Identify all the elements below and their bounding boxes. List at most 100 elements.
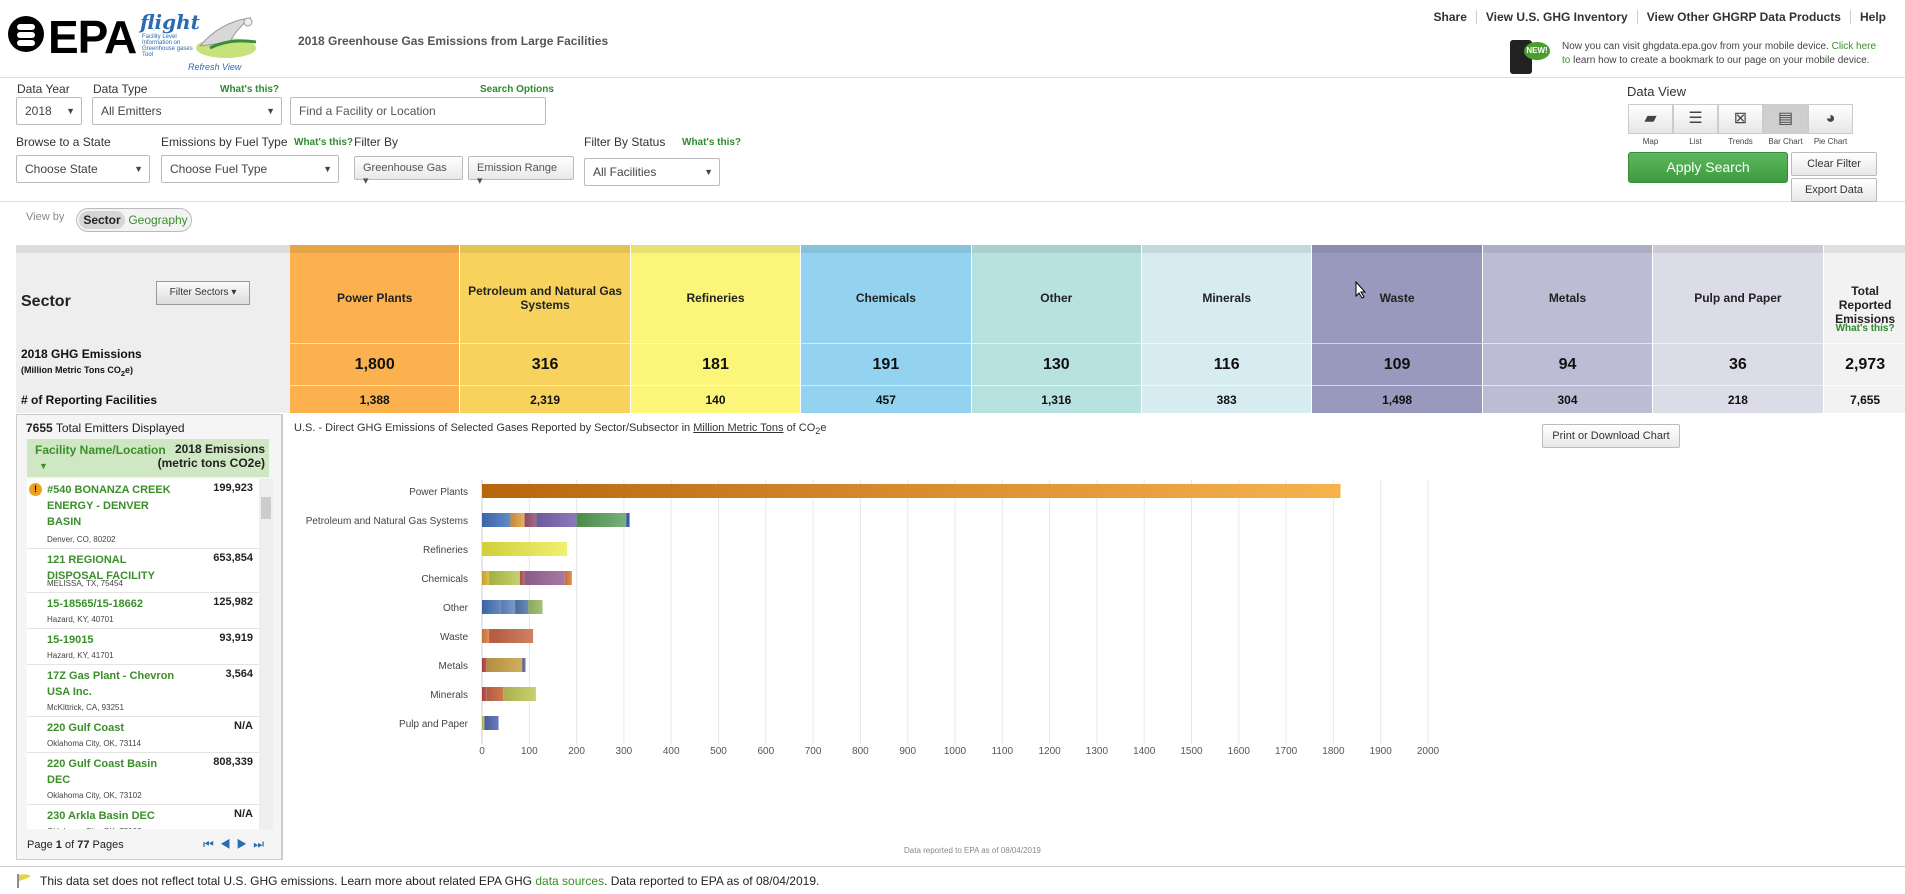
facility-name-link[interactable]: 230 Arkla Basin DEC [47,810,155,822]
bar-segment[interactable] [482,542,568,556]
facility-list-scrollbar[interactable] [259,479,273,829]
emissions-column-header[interactable]: 2018 Emissions (metric tons CO2e) [157,442,265,470]
first-page-icon[interactable]: ⏮ [203,837,220,851]
bar-chart-view-button[interactable]: ▤ [1763,104,1808,134]
facility-row[interactable]: 230 Arkla Basin DEC N/A Oklahoma City, OK,… [27,805,259,829]
sector-column[interactable]: Petroleum and Natural Gas Systems 316 2,31… [460,245,631,413]
facility-name-sort[interactable]: Facility Name/Location [35,443,166,457]
data-sources-link[interactable]: data sources [535,874,605,888]
sector-column[interactable]: Other 130 1,316 [971,245,1142,413]
mobile-click-here-link[interactable]: Click here to [1562,41,1877,66]
bar-segment[interactable] [482,513,511,527]
bar-segment[interactable] [524,571,565,585]
bar-segment[interactable] [536,513,577,527]
bar-segment[interactable] [489,629,534,643]
bar-segment[interactable] [484,716,499,730]
map-view-button[interactable]: ▰ [1628,104,1673,134]
facility-name-link[interactable]: 17Z Gas Plant - Chevron USA Inc. [47,670,175,698]
ghg-inventory-link[interactable]: View U.S. GHG Inventory [1475,10,1637,24]
trends-view-button[interactable]: ⊠ [1718,104,1763,134]
greenhouse-gas-dropdown[interactable]: Greenhouse Gas ▾ [354,156,463,187]
fuel-type-select[interactable]: Choose Fuel Type ▼ [161,155,339,183]
bar-segment[interactable] [482,484,1341,498]
sector-column[interactable]: Chemicals 191 457 [801,245,972,413]
bar-segment[interactable] [510,513,525,527]
bar-segment[interactable] [524,513,537,527]
bar-segment[interactable] [500,600,516,614]
clear-filter-button[interactable]: Clear Filter [1791,152,1877,176]
fuel-type-whats-this[interactable]: What's this? [294,137,354,148]
export-data-button[interactable]: Export Data [1791,178,1877,202]
pie-chart-view-button[interactable]: ◕ [1808,104,1853,134]
facility-name-link[interactable]: 220 Gulf Coast [47,722,125,734]
sector-column[interactable]: Refineries 181 140 [630,245,802,413]
facility-row[interactable]: 220 Gulf Coast Basin DEC 808,339 Oklahoma … [27,753,259,805]
bar-segment[interactable] [528,600,543,614]
facility-name-link[interactable]: #540 BONANZA CREEK ENERGY - DENVER BASIN [47,484,171,528]
bar-segment[interactable] [482,571,490,585]
bar-segment[interactable] [482,658,487,672]
facility-row[interactable]: 15-19015 93,919 Hazard, KY, 41701 [27,629,259,665]
apply-search-button[interactable]: Apply Search [1628,152,1788,183]
chevron-down-icon: ▼ [323,164,332,174]
pager-controls: ⏮◀▶⏭ [203,837,270,852]
status-select[interactable]: All Facilities ▼ [584,158,720,186]
bar-segment[interactable] [482,716,485,730]
help-link[interactable]: Help [1849,10,1895,24]
bar-segment[interactable] [482,600,501,614]
view-by-sector[interactable]: Sector [79,211,125,229]
bar-segment[interactable] [564,571,572,585]
filter-status-whats-this[interactable]: What's this? [682,137,742,148]
sector-column[interactable]: Minerals 116 383 [1142,245,1313,413]
emission-range-dropdown[interactable]: Emission Range ▾ [468,156,574,187]
refresh-view-link[interactable]: Refresh View [188,62,242,72]
facility-name-link[interactable]: 220 Gulf Coast Basin DEC [47,758,158,786]
data-type-select[interactable]: All Emitters ▼ [92,97,282,125]
total-whats-this[interactable]: What's this? [1835,323,1895,334]
data-year-select[interactable]: 2018 ▼ [16,97,82,125]
sector-column[interactable]: Pulp and Paper 36 218 [1653,245,1824,413]
facility-row[interactable]: ! #540 BONANZA CREEK ENERGY - DENVER BASI… [27,479,259,549]
warning-icon[interactable]: ! [29,483,42,496]
facility-search-input[interactable]: Find a Facility or Location [290,97,546,125]
search-options-link[interactable]: Search Options [480,84,554,95]
other-products-link[interactable]: View Other GHGRP Data Products [1636,10,1850,24]
bar-segment[interactable] [486,687,504,701]
bar-segment[interactable] [482,687,487,701]
bar-segment[interactable] [503,687,536,701]
scroll-thumb[interactable] [261,497,271,519]
bar-segment[interactable] [515,600,529,614]
data-type-whats-this[interactable]: What's this? [220,84,280,95]
bar-segment[interactable] [482,629,490,643]
facility-row[interactable]: 17Z Gas Plant - Chevron USA Inc. 3,564 McK… [27,665,259,717]
view-by-geography[interactable]: Geography [128,213,188,227]
epa-logo[interactable]: EPA [8,10,137,64]
last-page-icon[interactable]: ⏭ [253,837,271,851]
sector-column[interactable]: Power Plants 1,800 1,388 [290,245,461,413]
flight-logo[interactable]: flight Facility Level Information on Gre… [140,10,260,72]
bar-segment[interactable] [576,513,627,527]
print-download-chart-button[interactable]: Print or Download Chart [1542,424,1680,448]
bar-segment[interactable] [489,571,520,585]
list-icon: ☰ [1688,110,1703,127]
state-select[interactable]: Choose State ▼ [16,155,150,183]
bar-segment[interactable] [626,513,630,527]
next-page-icon[interactable]: ▶ [236,837,254,851]
sector-column[interactable]: Metals 94 304 [1482,245,1654,413]
facility-name-link[interactable]: 15-19015 [47,634,94,646]
filter-sectors-button[interactable]: Filter Sectors ▾ [156,281,250,305]
units-link[interactable]: Million Metric Tons [693,422,784,434]
bar-segment[interactable] [486,658,523,672]
facility-row[interactable]: 220 Gulf Coast N/A Oklahoma City, OK, 7311… [27,717,259,753]
facility-name-link[interactable]: 15-18565/15-18662 [47,598,144,610]
sector-column[interactable]: Waste 109 1,498 [1312,245,1483,413]
filter-status-label: Filter By Status [584,135,666,149]
share-link[interactable]: Share [1433,10,1467,24]
bar-segment[interactable] [519,571,525,585]
bar-segment[interactable] [522,658,526,672]
prev-page-icon[interactable]: ◀ [219,837,237,851]
facility-row[interactable]: 15-18565/15-18662 125,982 Hazard, KY, 4070… [27,593,259,629]
list-view-button[interactable]: ☰ [1673,104,1718,134]
facility-row[interactable]: 121 REGIONAL DISPOSAL FACILITY 653,854 MEL… [27,549,259,593]
facility-name-link[interactable]: 121 REGIONAL DISPOSAL FACILITY [47,554,155,582]
